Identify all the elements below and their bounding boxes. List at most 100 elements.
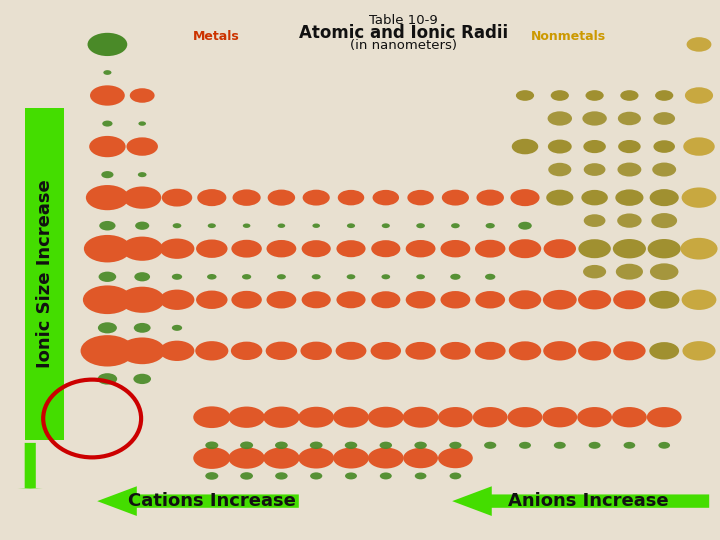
Ellipse shape	[474, 342, 505, 360]
Ellipse shape	[509, 341, 541, 360]
Ellipse shape	[123, 186, 161, 209]
Text: Anions Increase: Anions Increase	[508, 492, 668, 510]
Ellipse shape	[405, 342, 436, 360]
Ellipse shape	[589, 442, 600, 449]
Ellipse shape	[233, 190, 261, 206]
Ellipse shape	[441, 291, 470, 308]
Ellipse shape	[345, 442, 357, 449]
Ellipse shape	[89, 136, 125, 157]
Ellipse shape	[652, 163, 676, 177]
Ellipse shape	[682, 187, 716, 208]
Ellipse shape	[618, 112, 641, 125]
Ellipse shape	[333, 448, 369, 469]
Ellipse shape	[193, 447, 230, 469]
Polygon shape	[97, 486, 299, 516]
Ellipse shape	[613, 239, 646, 258]
Ellipse shape	[104, 70, 112, 75]
Ellipse shape	[345, 472, 357, 480]
Ellipse shape	[473, 407, 508, 427]
Ellipse shape	[99, 272, 116, 282]
Ellipse shape	[652, 213, 677, 228]
Ellipse shape	[583, 265, 606, 279]
Ellipse shape	[382, 274, 390, 279]
Ellipse shape	[264, 448, 300, 469]
Ellipse shape	[612, 407, 647, 427]
Ellipse shape	[372, 240, 400, 257]
Ellipse shape	[577, 407, 612, 427]
Ellipse shape	[98, 322, 117, 333]
Ellipse shape	[347, 224, 355, 228]
Text: Atomic and Ionic Radii: Atomic and Ionic Radii	[299, 24, 508, 42]
Ellipse shape	[477, 190, 504, 206]
Ellipse shape	[450, 274, 461, 280]
Ellipse shape	[231, 240, 262, 258]
Ellipse shape	[240, 442, 253, 449]
Ellipse shape	[415, 472, 426, 480]
Ellipse shape	[266, 291, 297, 308]
Ellipse shape	[302, 190, 330, 206]
Ellipse shape	[583, 140, 606, 153]
Ellipse shape	[205, 472, 218, 480]
Ellipse shape	[617, 213, 642, 228]
Ellipse shape	[312, 224, 320, 228]
Ellipse shape	[618, 163, 642, 177]
Text: Cations Increase: Cations Increase	[128, 492, 297, 510]
Ellipse shape	[275, 472, 288, 480]
Ellipse shape	[518, 222, 532, 230]
Ellipse shape	[405, 240, 436, 258]
Ellipse shape	[231, 291, 262, 309]
Ellipse shape	[228, 448, 265, 469]
Ellipse shape	[372, 190, 399, 205]
Ellipse shape	[647, 407, 682, 427]
Ellipse shape	[275, 442, 288, 449]
Ellipse shape	[338, 190, 364, 205]
Ellipse shape	[336, 291, 366, 308]
Ellipse shape	[336, 342, 366, 360]
Ellipse shape	[546, 190, 573, 206]
Ellipse shape	[312, 274, 320, 279]
Ellipse shape	[616, 264, 643, 280]
Ellipse shape	[208, 224, 216, 228]
Text: Nonmetals: Nonmetals	[531, 30, 606, 43]
Ellipse shape	[268, 190, 295, 206]
Ellipse shape	[584, 214, 606, 227]
Ellipse shape	[196, 291, 228, 309]
Ellipse shape	[581, 190, 608, 205]
Ellipse shape	[228, 407, 265, 428]
Ellipse shape	[368, 407, 404, 428]
Ellipse shape	[683, 341, 716, 361]
Ellipse shape	[195, 341, 228, 361]
Ellipse shape	[653, 112, 675, 125]
Ellipse shape	[81, 335, 134, 367]
Ellipse shape	[300, 342, 332, 360]
Ellipse shape	[440, 342, 471, 360]
Ellipse shape	[414, 442, 427, 449]
Ellipse shape	[302, 291, 330, 308]
Ellipse shape	[438, 448, 473, 468]
Ellipse shape	[243, 224, 251, 228]
Ellipse shape	[240, 472, 253, 480]
Ellipse shape	[683, 137, 715, 156]
Ellipse shape	[544, 239, 576, 258]
Ellipse shape	[196, 240, 228, 258]
Ellipse shape	[416, 223, 425, 228]
Ellipse shape	[371, 342, 401, 360]
Ellipse shape	[197, 189, 226, 206]
Ellipse shape	[173, 223, 181, 228]
Ellipse shape	[298, 407, 334, 428]
Ellipse shape	[133, 374, 151, 384]
Ellipse shape	[278, 224, 285, 228]
Ellipse shape	[90, 85, 125, 106]
Ellipse shape	[510, 189, 539, 206]
Ellipse shape	[405, 291, 436, 308]
Ellipse shape	[438, 407, 473, 427]
Ellipse shape	[346, 274, 356, 279]
Ellipse shape	[380, 472, 392, 480]
Ellipse shape	[277, 274, 286, 279]
Ellipse shape	[264, 407, 300, 428]
Ellipse shape	[122, 237, 163, 261]
Ellipse shape	[408, 190, 434, 205]
Ellipse shape	[578, 341, 611, 361]
Ellipse shape	[509, 239, 541, 258]
Ellipse shape	[135, 272, 150, 281]
